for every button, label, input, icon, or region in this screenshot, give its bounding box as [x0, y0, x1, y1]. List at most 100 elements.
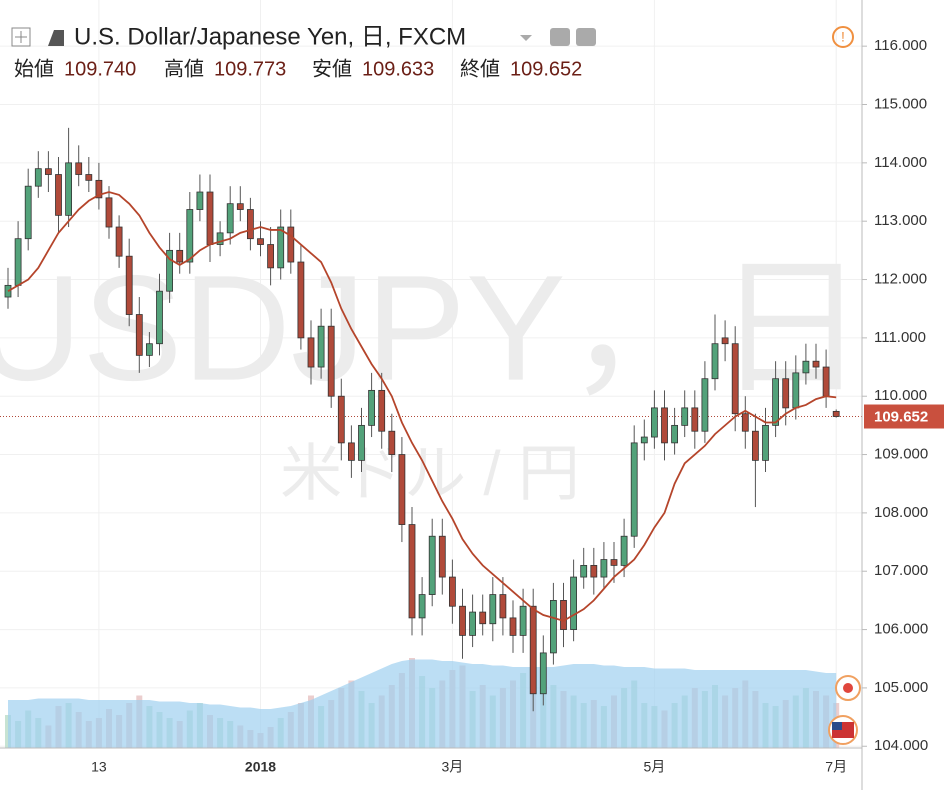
ohlc-label: 終値	[460, 57, 500, 80]
last-price-label: 109.652	[874, 408, 928, 425]
icon-symbol	[48, 30, 64, 46]
candle-body	[186, 209, 194, 263]
icon-settings[interactable]	[576, 28, 596, 46]
candle-body	[832, 410, 840, 417]
candle-body	[489, 594, 497, 625]
chart-title: U.S. Dollar/Japanese Yen, 日, FXCM	[74, 23, 466, 50]
candle-body	[196, 191, 204, 210]
volume	[5, 650, 840, 748]
candle-body	[651, 407, 658, 438]
candle-body	[135, 314, 143, 356]
ohlc-header: 始値 109.740 高値 109.773 安値 109.633 終値 109.652	[14, 57, 582, 80]
candle-body	[65, 162, 72, 216]
candle-body	[115, 226, 123, 257]
y-tick-label: 107.000	[874, 562, 928, 579]
ohlc-value: 109.652	[510, 58, 582, 80]
candle-body	[691, 407, 699, 432]
candle-body	[529, 605, 537, 695]
x-tick-label: 5月	[644, 759, 666, 775]
candle-body	[610, 559, 618, 566]
candle-body	[216, 232, 224, 245]
candle-body	[176, 249, 184, 263]
candle-body	[711, 343, 719, 380]
candle-body	[620, 535, 628, 566]
icon-eye[interactable]	[550, 28, 570, 46]
y-axis: 104.000 105.000 106.000 107.000 108.000 109.0…	[862, 37, 944, 754]
grid	[0, 0, 862, 748]
candle-body	[418, 594, 426, 619]
dropdown[interactable]	[520, 35, 532, 41]
candle-body	[166, 249, 174, 292]
candle-body	[640, 436, 648, 444]
y-tick-label: 108.000	[874, 504, 928, 521]
watermark-name: 米ドル / 円	[280, 439, 580, 508]
candle-body	[287, 226, 295, 263]
candle-body	[105, 197, 113, 228]
candle-body	[277, 226, 285, 269]
candle-body	[75, 162, 83, 175]
candle-body	[206, 191, 214, 245]
ohlc-value: 109.633	[362, 58, 434, 80]
candle-body	[297, 261, 305, 339]
icon-event-dot	[843, 683, 853, 693]
candle-body	[822, 366, 830, 397]
y-tick-label: 115.000	[874, 95, 927, 112]
candle-body	[246, 209, 254, 240]
candle-body	[307, 337, 315, 368]
ohlc-label: 高値	[164, 57, 204, 80]
y-tick-label: 110.000	[874, 387, 927, 404]
candle-body	[337, 395, 345, 444]
x-axis: 13 2018 3月 5月 7月	[91, 759, 847, 775]
candle-body	[459, 605, 466, 636]
candle-body	[812, 360, 820, 368]
candle-body	[347, 442, 355, 461]
candle-body	[24, 185, 32, 240]
candle-body	[661, 407, 668, 444]
icon-expand[interactable]	[11, 27, 31, 47]
candle-body	[539, 652, 547, 695]
candle-body	[752, 430, 759, 461]
candle-body	[509, 617, 517, 636]
candle-body	[327, 325, 335, 397]
y-tick-label: 104.000	[874, 737, 928, 754]
ohlc-value: 109.773	[214, 58, 286, 80]
candle-body	[630, 442, 638, 537]
candle-body	[55, 174, 62, 216]
y-tick-label: 105.000	[874, 679, 928, 696]
candle-body	[741, 413, 749, 432]
ohlc-value: 109.740	[64, 58, 136, 80]
candle-body	[14, 238, 22, 286]
x-tick-label: 7月	[825, 759, 847, 775]
moving-average	[7, 191, 837, 622]
alert-mark: !	[841, 29, 845, 45]
candle-body	[681, 407, 689, 426]
candle-body	[469, 611, 477, 636]
y-tick-label: 111.000	[874, 329, 926, 346]
candle-body	[570, 576, 577, 630]
candle-body	[226, 203, 234, 234]
candle-body	[95, 179, 103, 199]
candle-body	[772, 378, 779, 426]
candle-body	[671, 424, 678, 444]
y-tick-label: 109.000	[874, 446, 928, 463]
candle-body	[448, 576, 456, 607]
y-tick-label: 106.000	[874, 621, 928, 638]
candle-body	[378, 389, 386, 432]
candle-body	[156, 290, 163, 345]
candle-body	[34, 168, 42, 187]
icon-plus	[15, 31, 27, 43]
icon-alert[interactable]	[832, 26, 854, 48]
candle-body	[358, 424, 365, 461]
candle-body	[438, 535, 446, 578]
candle-body	[762, 424, 769, 461]
candle-body	[782, 378, 790, 409]
candle-body	[428, 535, 436, 595]
y-tick-label: 116.000	[874, 37, 927, 54]
candle-body	[560, 600, 567, 630]
candle-body	[701, 378, 709, 432]
candle-body	[499, 594, 507, 619]
last-price-box	[864, 404, 944, 429]
candle-body	[792, 372, 800, 409]
candle-body	[85, 174, 93, 181]
